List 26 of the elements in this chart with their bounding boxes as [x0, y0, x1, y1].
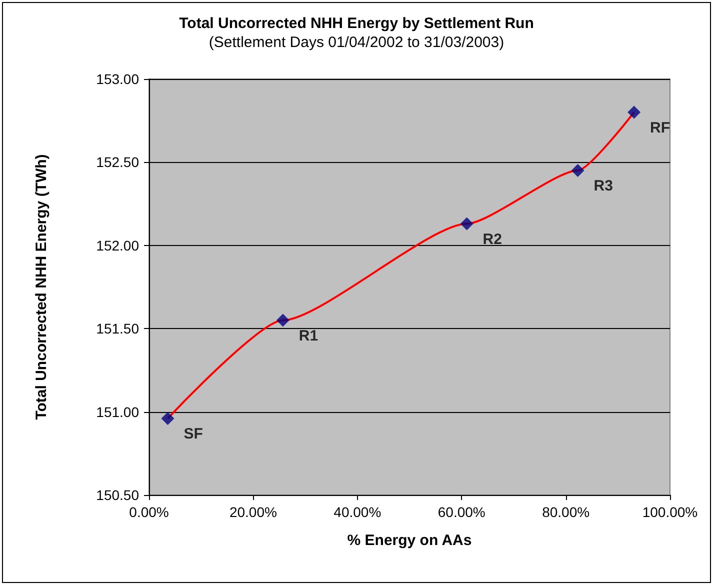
annotation: SF [184, 425, 203, 442]
x-tick-label: 20.00% [229, 504, 277, 520]
point [161, 412, 174, 425]
x-tick-label: 80.00% [542, 504, 590, 520]
y-axis-title: Total Uncorrected NHH Energy (TWh) [33, 154, 50, 420]
annotation: R1 [298, 327, 318, 344]
annotation: R3 [594, 178, 613, 195]
point [571, 164, 584, 178]
y-tick-label: 153.00 [96, 71, 140, 87]
y-tick-label: 152.00 [96, 237, 140, 254]
point [276, 314, 290, 327]
point [628, 106, 641, 119]
chart-title: Total Uncorrected NHH Energy by Settlement Run [179, 15, 534, 32]
y-tick-label: 151.00 [96, 404, 140, 420]
annotation: RF [650, 119, 670, 136]
y-tick-label: 152.50 [96, 154, 140, 170]
x-tick-label: 60.00% [438, 504, 486, 520]
x-axis-title: % Energy on AAs [347, 532, 472, 549]
point [460, 217, 474, 230]
x-tick-label: 100.00% [642, 504, 698, 520]
annotation: R2 [482, 230, 502, 248]
x-tick-label: 0.00% [129, 504, 169, 520]
y-tick-label: 150.50 [96, 487, 140, 503]
y-tick-label: 151.50 [96, 320, 140, 337]
x-tick-label: 40.00% [334, 504, 382, 520]
chart-subtitle: (Settlement Days 01/04/2002 to 31/03/2003) [208, 34, 504, 51]
